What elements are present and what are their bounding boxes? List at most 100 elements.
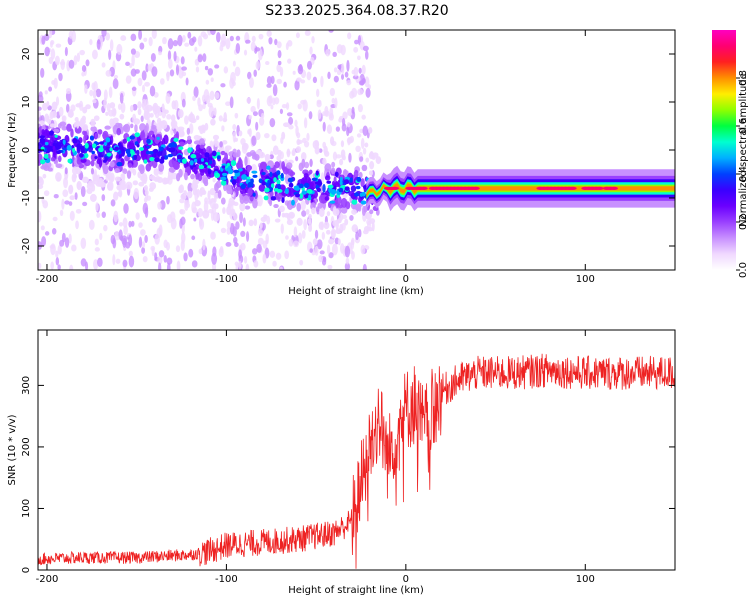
heatmap-cell	[233, 201, 239, 207]
heatmap-cell	[344, 218, 349, 226]
heatmap-cell	[122, 217, 128, 228]
heatmap-cell	[44, 90, 48, 95]
heatmap-cell	[137, 101, 142, 110]
heatmap-cell	[210, 118, 216, 126]
heatmap-cell	[158, 224, 163, 237]
heatmap-cell	[143, 138, 148, 145]
heatmap-cell	[351, 87, 358, 98]
heatmap-cell	[182, 34, 186, 43]
heatmap-cell	[255, 131, 261, 141]
heatmap-cell	[332, 208, 340, 216]
heatmap-cell	[265, 239, 269, 245]
heatmap-cell	[225, 101, 231, 107]
heatmap-cell	[151, 125, 157, 130]
heatmap-cell	[90, 153, 98, 162]
heatmap-cell	[250, 41, 256, 52]
heatmap-cell	[230, 176, 235, 180]
spectrogram-x-ticks: -200 -100 0 100	[36, 30, 595, 285]
heatmap-cell	[281, 160, 286, 171]
heatmap-cell	[266, 215, 271, 225]
heatmap-cell	[333, 176, 337, 183]
heatmap-cell	[274, 97, 280, 105]
heatmap-cell	[185, 202, 191, 208]
heatmap-cell	[242, 195, 250, 204]
heatmap-cell	[193, 166, 198, 175]
heatmap-cell	[250, 105, 256, 113]
heatmap-cell	[314, 181, 320, 185]
heatmap-cell	[312, 140, 320, 150]
heatmap-cell	[365, 87, 371, 98]
heatmap-cell	[43, 153, 49, 159]
heatmap-cell	[332, 220, 339, 227]
heatmap-cell	[258, 151, 265, 159]
heatmap-cell	[300, 200, 306, 211]
heatmap-cell	[360, 137, 365, 150]
heatmap-cell	[69, 264, 74, 270]
heatmap-cell	[331, 243, 338, 256]
heatmap-cell	[324, 175, 331, 181]
heatmap-cell	[273, 177, 277, 183]
heatmap-cell	[232, 124, 237, 131]
heatmap-cell	[368, 170, 374, 176]
heatmap-cell	[155, 105, 161, 114]
heatmap-cell	[301, 158, 306, 169]
heatmap-cell	[53, 128, 60, 133]
heatmap-cell	[55, 43, 62, 48]
heatmap-cell	[209, 140, 214, 148]
heatmap-cell	[151, 160, 158, 169]
heatmap-cell	[92, 89, 97, 99]
heatmap-cell	[220, 33, 227, 46]
colorbar-tick-label: 0.8	[738, 70, 749, 86]
heatmap-cell	[195, 66, 200, 73]
heatmap-cell	[128, 255, 135, 268]
heatmap-cell	[130, 123, 134, 129]
heatmap-cell	[276, 41, 282, 49]
heatmap-cell	[144, 189, 149, 196]
heatmap-cell	[159, 158, 165, 164]
heatmap-cell	[126, 170, 132, 179]
heatmap-cell	[346, 59, 350, 72]
heatmap-cell	[330, 189, 337, 195]
heatmap-cell	[39, 137, 46, 144]
heatmap-cell	[229, 96, 234, 109]
heatmap-cell	[110, 234, 116, 245]
heatmap-cell	[340, 63, 345, 75]
heatmap-cell	[170, 119, 178, 128]
heatmap-cell	[175, 245, 181, 253]
heatmap-cell	[85, 59, 90, 67]
heatmap-cell	[81, 71, 86, 77]
heatmap-cell	[125, 75, 132, 84]
heatmap-cell	[362, 125, 368, 137]
heatmap-cell	[49, 244, 56, 249]
heatmap-cell	[268, 37, 273, 45]
heatmap-cell	[142, 255, 148, 263]
heatmap-cell	[154, 157, 160, 163]
heatmap-cell	[264, 133, 270, 139]
heatmap-cell	[114, 230, 120, 241]
heatmap-cell	[137, 77, 143, 87]
heatmap-cell	[217, 155, 221, 160]
heatmap-cell	[369, 209, 374, 215]
heatmap-cell	[308, 194, 312, 201]
heatmap-cell	[117, 103, 122, 110]
heatmap-cell	[335, 154, 342, 159]
heatmap-cell	[213, 138, 218, 148]
heatmap-cell	[178, 146, 184, 151]
heatmap-cell	[178, 185, 183, 194]
heatmap-cell	[140, 115, 144, 122]
heatmap-cell	[315, 170, 319, 176]
heatmap-cell	[153, 168, 160, 176]
heatmap-cell	[198, 248, 203, 255]
heatmap-cell	[357, 55, 361, 61]
heatmap-cell	[233, 169, 240, 174]
heatmap-cell	[163, 134, 169, 145]
heatmap-cell	[329, 136, 335, 146]
colorbar-tick-label: 0.4	[738, 166, 749, 182]
heatmap-cell	[331, 180, 338, 186]
heatmap-cell	[254, 154, 260, 161]
heatmap-cell	[81, 65, 87, 72]
heatmap-cell	[266, 76, 272, 85]
heatmap-cell	[311, 177, 318, 182]
heatmap-cell	[328, 30, 334, 33]
heatmap-cell	[245, 39, 251, 44]
